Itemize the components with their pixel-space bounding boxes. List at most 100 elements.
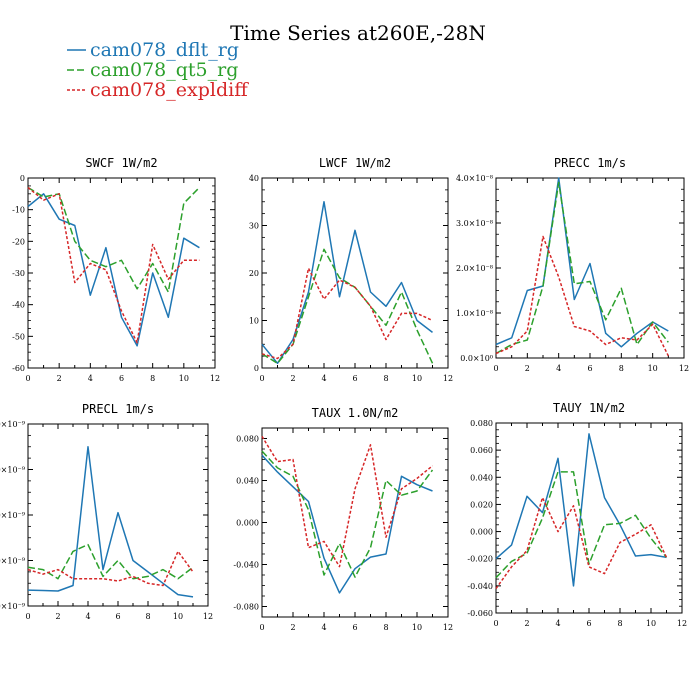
x-tick-label: 0 (25, 612, 30, 621)
x-tick-label: 12 (443, 623, 453, 632)
y-tick-label: 40 (249, 174, 259, 183)
series-line-cam078_dflt_rg (495, 433, 667, 587)
chart-panel-lwcf: LWCF 1W/m2 0 2 4 6 8 10 12 0 10 20 30 40 (249, 156, 453, 383)
x-tick-label: 2 (290, 623, 295, 632)
series-line-cam078_qt5_rg (495, 181, 669, 355)
y-tick-label: 0.0×10⁰ (460, 354, 493, 363)
x-tick-label: 6 (119, 374, 124, 383)
y-tick-label: 30 (249, 222, 259, 231)
x-tick-label: 12 (677, 619, 687, 628)
series-line-cam078_expldiff (261, 267, 433, 360)
series-line-cam078_expldiff (495, 496, 668, 590)
x-tick-label: 12 (210, 374, 220, 383)
x-tick-label: 4 (555, 619, 560, 628)
x-tick-label: 8 (383, 623, 388, 632)
y-tick-label: -30 (12, 269, 25, 278)
x-tick-label: 8 (150, 374, 155, 383)
y-tick-label: 2.0×10⁻⁹ (0, 511, 26, 520)
plot-frame (27, 177, 216, 369)
legend-item: cam078_dflt_rg (67, 39, 239, 61)
x-tick-label: 0 (493, 619, 498, 628)
series-line-cam078_dflt_rg (261, 454, 433, 594)
y-tick-label: 0.080 (236, 435, 259, 444)
x-tick-label: 6 (587, 364, 592, 373)
y-tick-label: 4.0×10⁻⁹ (0, 420, 26, 429)
y-tick-label: 0.000 (236, 519, 259, 528)
series-line-cam078_dflt_rg (27, 193, 200, 347)
y-tick-label: 0 (20, 174, 25, 183)
x-tick-label: 0 (259, 374, 264, 383)
x-tick-label: 10 (412, 374, 422, 383)
x-tick-label: 12 (203, 612, 213, 621)
x-tick-label: 4 (321, 374, 326, 383)
y-tick-label: 1.0×10⁻⁹ (0, 557, 26, 566)
x-tick-label: 6 (115, 612, 120, 621)
x-tick-label: 4 (321, 623, 326, 632)
y-tick-label: -40 (12, 301, 25, 310)
page-title: Time Series at260E,-28N (230, 21, 486, 45)
x-tick-label: 2 (524, 619, 529, 628)
x-tick-label: 8 (619, 364, 624, 373)
panel-title: LWCF 1W/m2 (319, 156, 391, 170)
series-line-cam078_expldiff (495, 235, 669, 357)
chart-panel-taux: TAUX 1.0N/m2 0 2 4 6 8 10 12 -0.080 -0.040 0.000 0.… (233, 406, 453, 632)
series-line-cam078_expldiff (27, 186, 200, 344)
x-tick-label: 8 (383, 374, 388, 383)
y-tick-label: -0.020 (467, 555, 493, 564)
x-tick-label: 6 (352, 374, 357, 383)
x-tick-label: 10 (648, 364, 658, 373)
legend-item: cam078_expldiff (67, 79, 249, 101)
y-tick-label: 3.0×10⁻⁸ (456, 219, 493, 228)
panel-title: PRECC 1m/s (554, 156, 626, 170)
y-tick-label: 1.0×10⁻⁸ (456, 309, 493, 318)
x-tick-label: 2 (57, 374, 62, 383)
panels: SWCF 1W/m20 2 4 6 8 10 12-60-50-40-30-20-100LW… (0, 156, 689, 632)
x-tick-label: 2 (290, 374, 295, 383)
y-tick-label: 0.020 (470, 500, 493, 509)
y-tick-label: 0 (254, 364, 259, 373)
legend-item: cam078_qt5_rg (67, 59, 238, 81)
y-tick-label: 10 (249, 317, 259, 326)
y-tick-label: -60 (12, 364, 25, 373)
x-tick-label: 10 (173, 612, 183, 621)
y-tick-label: -0.060 (467, 609, 493, 618)
series-line-cam078_qt5_rg (27, 186, 200, 293)
y-tick-label: 20 (249, 269, 259, 278)
y-tick-label: -0.040 (467, 582, 493, 591)
series-line-cam078_dflt_rg (261, 201, 433, 365)
y-tick-label: 3.0×10⁻⁹ (0, 466, 26, 475)
panel-title: SWCF 1W/m2 (85, 156, 157, 170)
panel-title: PRECL 1m/s (82, 402, 154, 416)
plot-frame (261, 177, 449, 369)
series-line-cam078_qt5_rg (495, 471, 668, 579)
x-tick-label: 6 (586, 619, 591, 628)
panel-title: TAUX 1.0N/m2 (312, 406, 399, 420)
x-tick-label: 8 (145, 612, 150, 621)
x-tick-label: 12 (679, 364, 689, 373)
x-tick-label: 10 (412, 623, 422, 632)
x-tick-label: 10 (179, 374, 189, 383)
y-tick-label: 0.000 (470, 528, 493, 537)
plot-frame (261, 427, 449, 618)
chart-panel-tauy: TAUY 1N/m2 0 2 4 6 8 10 12 -0.060 -0.040 -0.020 0.0… (467, 401, 687, 628)
x-tick-label: 0 (25, 374, 30, 383)
chart-panel-swcf: SWCF 1W/m2 0 2 4 6 8 10 12 -60 -50 -40 -30 -20 -10 0 (12, 156, 220, 383)
x-tick-label: 8 (617, 619, 622, 628)
legend-label: cam078_dflt_rg (90, 39, 239, 61)
series-line-cam078_dflt_rg (27, 446, 194, 598)
x-tick-label: 2 (525, 364, 530, 373)
legend: cam078_dflt_rgcam078_qt5_rgcam078_expldi… (67, 39, 249, 101)
y-tick-label: 2.0×10⁻⁸ (456, 264, 493, 273)
legend-label: cam078_expldiff (90, 79, 249, 101)
series-line-cam078_expldiff (27, 550, 194, 587)
y-tick-label: 0.080 (470, 419, 493, 428)
y-tick-label: 0.060 (470, 446, 493, 455)
y-tick-label: 0×10⁻⁹ (0, 602, 26, 611)
x-tick-label: 6 (352, 623, 357, 632)
x-tick-label: 0 (493, 364, 498, 373)
y-tick-label: -10 (12, 206, 25, 215)
x-tick-label: 0 (259, 623, 264, 632)
chart-panel-precc: PRECC 1m/s 0 2 4 6 8 10 12 0.0×10⁰ 1.0×10⁻⁸ 2.0×10… (456, 156, 689, 373)
series-line-cam078_dflt_rg (495, 177, 669, 348)
